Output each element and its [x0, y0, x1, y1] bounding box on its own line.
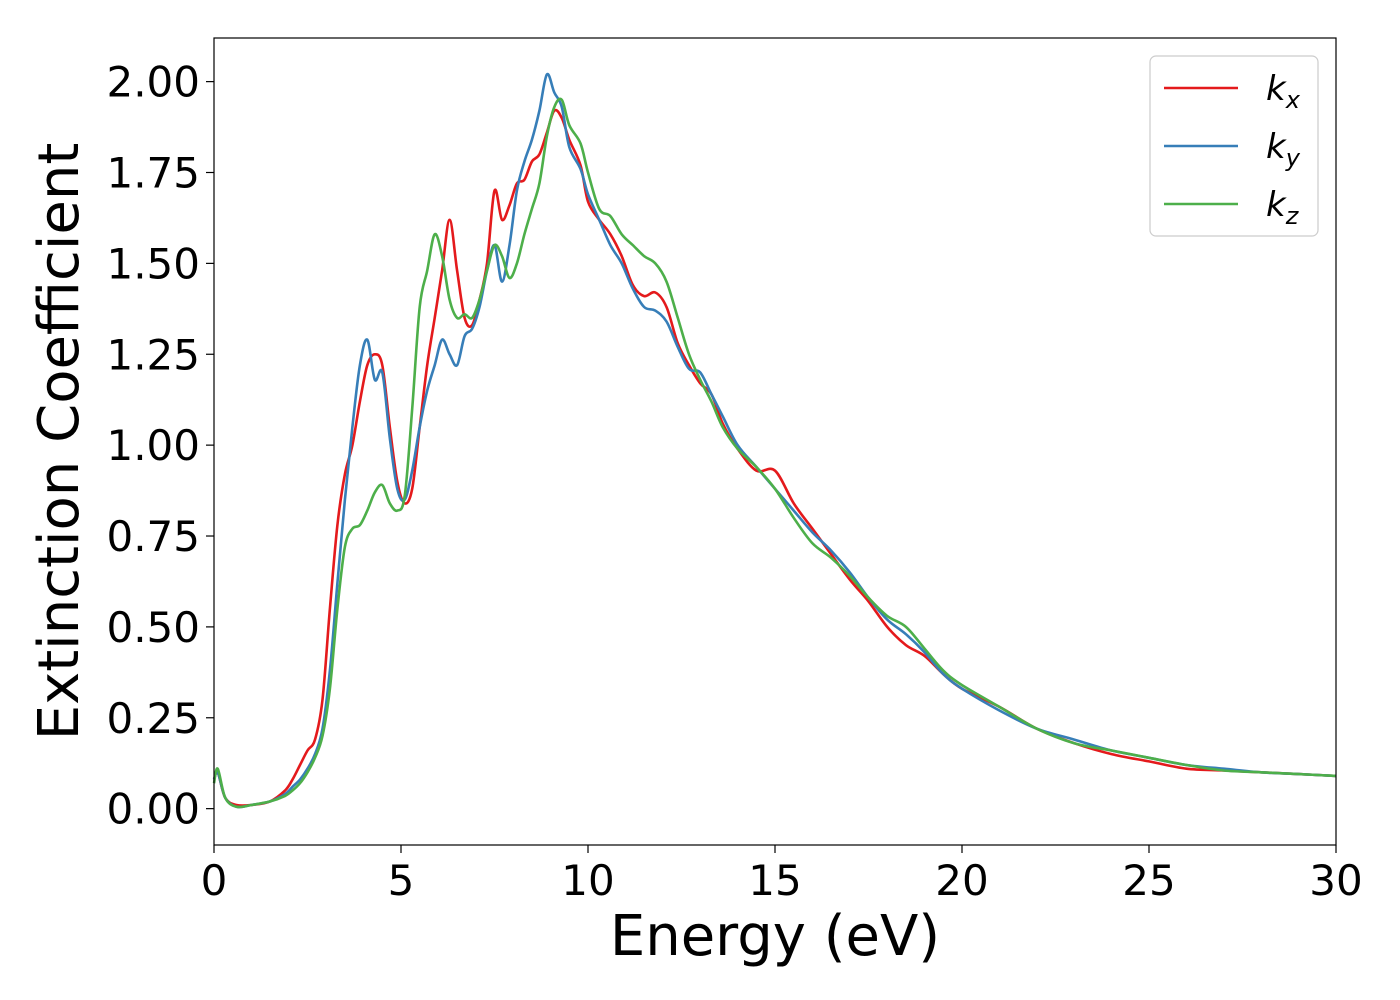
y-tick-label: 0.75 — [106, 512, 200, 561]
y-tick-label: 0.25 — [106, 694, 200, 743]
x-axis-label: Energy (eV) — [610, 904, 940, 969]
y-axis: 0.00 0.25 0.50 0.75 1.00 1.25 1.50 1.75 2.00 — [106, 58, 214, 834]
y-tick-label: 1.00 — [106, 421, 200, 470]
y-tick-label: 1.75 — [106, 149, 200, 198]
series-line-kz — [212, 97, 1337, 809]
x-tick-label: 25 — [1122, 856, 1175, 905]
series-layer — [212, 72, 1337, 809]
x-tick-label: 5 — [388, 856, 415, 905]
x-tick-label: 15 — [748, 856, 801, 905]
y-tick-label: 0.00 — [106, 785, 200, 834]
y-axis-label: Extinction Coefficient — [27, 143, 92, 741]
x-tick-label: 20 — [935, 856, 988, 905]
y-tick-label: 1.25 — [106, 330, 200, 379]
y-tick-label: 1.50 — [106, 239, 200, 288]
y-tick-label: 2.00 — [106, 58, 200, 107]
x-tick-label: 30 — [1309, 856, 1362, 905]
y-tick-label: 0.50 — [106, 603, 200, 652]
x-tick-label: 0 — [201, 856, 228, 905]
x-tick-label: 10 — [561, 856, 614, 905]
series-line-kx — [212, 108, 1337, 807]
series-line-ky — [212, 72, 1337, 809]
x-axis: 0 5 10 15 20 25 30 — [201, 845, 1363, 905]
